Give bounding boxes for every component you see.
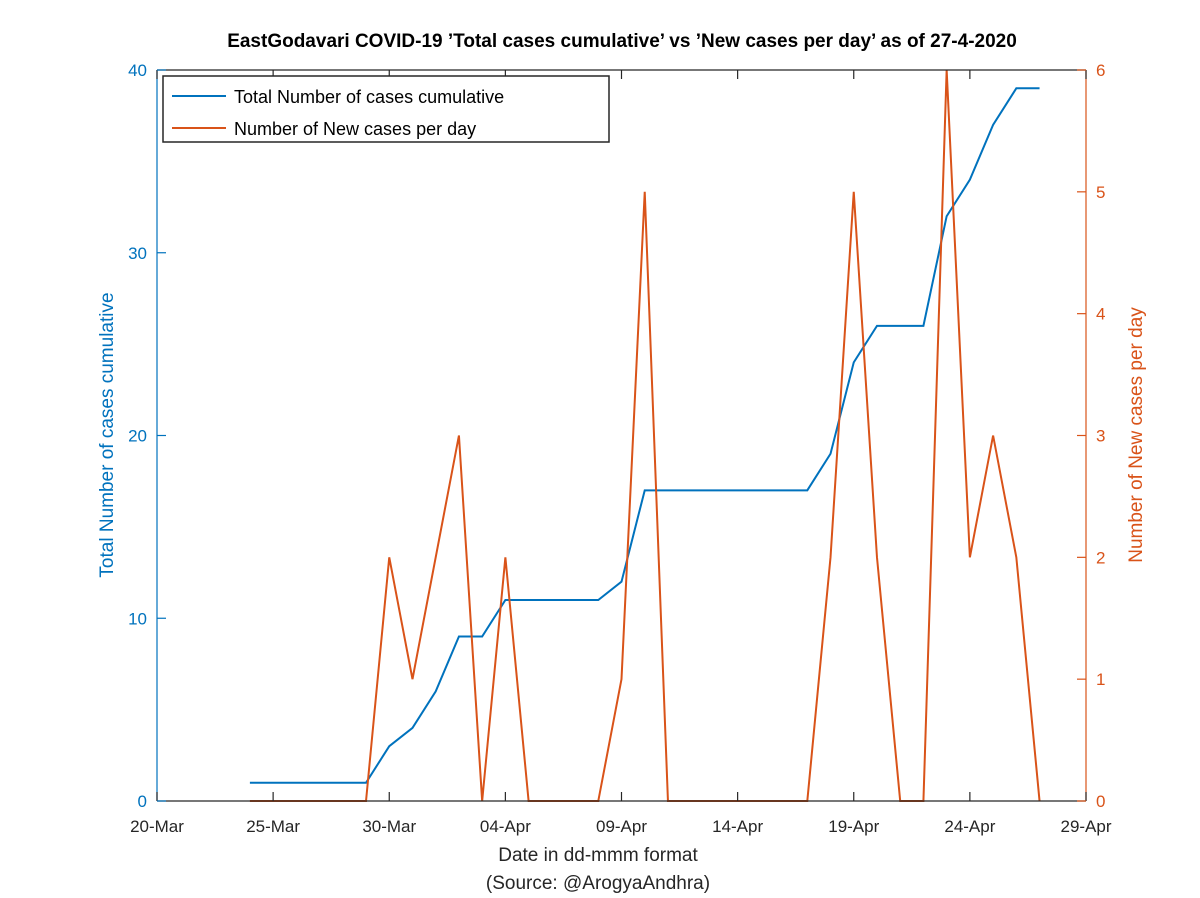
x-tick-label: 09-Apr bbox=[596, 817, 647, 836]
y-left-tick-label: 30 bbox=[128, 244, 147, 263]
y-left-tick-label: 0 bbox=[138, 792, 147, 811]
y-left-axis-label: Total Number of cases cumulative bbox=[97, 292, 118, 577]
x-tick-label: 14-Apr bbox=[712, 817, 763, 836]
y-right-axis-ticks: 0 1 2 3 4 5 6 bbox=[1077, 61, 1105, 811]
y-right-tick-label: 1 bbox=[1096, 670, 1105, 689]
x-tick-label: 04-Apr bbox=[480, 817, 531, 836]
x-tick-label: 30-Mar bbox=[362, 817, 416, 836]
x-axis-ticks: 20-Mar 25-Mar 30-Mar 04-Apr 09-Apr 14-Apr 19-A… bbox=[130, 70, 1112, 836]
x-tick-label: 29-Apr bbox=[1060, 817, 1111, 836]
x-tick-label: 20-Mar bbox=[130, 817, 184, 836]
x-tick-label: 24-Apr bbox=[944, 817, 995, 836]
x-tick-label: 19-Apr bbox=[828, 817, 879, 836]
legend-box bbox=[162, 75, 610, 143]
x-tick-label: 25-Mar bbox=[246, 817, 300, 836]
y-left-tick-label: 20 bbox=[128, 427, 147, 446]
legend-label-cumulative: Total Number of cases cumulative bbox=[234, 87, 504, 107]
y-right-axis-label: Number of New cases per day bbox=[1126, 307, 1147, 563]
chart-title: EastGodavari COVID-19 ’Total cases cumul… bbox=[227, 31, 1017, 52]
plot-area bbox=[157, 70, 1086, 801]
source-note: (Source: @ArogyaAndhra) bbox=[486, 873, 710, 894]
legend-label-new: Number of New cases per day bbox=[234, 119, 476, 139]
y-right-tick-label: 5 bbox=[1096, 183, 1105, 202]
y-right-tick-label: 2 bbox=[1096, 548, 1105, 567]
y-right-tick-label: 3 bbox=[1096, 427, 1105, 446]
y-left-axis-ticks: 0 10 20 30 40 bbox=[128, 61, 166, 811]
series-cumulative bbox=[249, 87, 1040, 784]
x-axis-label: Date in dd-mmm format bbox=[498, 845, 698, 866]
y-right-tick-label: 4 bbox=[1096, 305, 1105, 324]
y-left-tick-label: 40 bbox=[128, 61, 147, 80]
y-left-tick-label: 10 bbox=[128, 609, 147, 628]
y-right-tick-label: 6 bbox=[1096, 61, 1105, 80]
legend: Total Number of cases cumulative Number … bbox=[162, 75, 610, 143]
y-right-tick-label: 0 bbox=[1096, 792, 1105, 811]
cumulative-line bbox=[249, 87, 1040, 784]
